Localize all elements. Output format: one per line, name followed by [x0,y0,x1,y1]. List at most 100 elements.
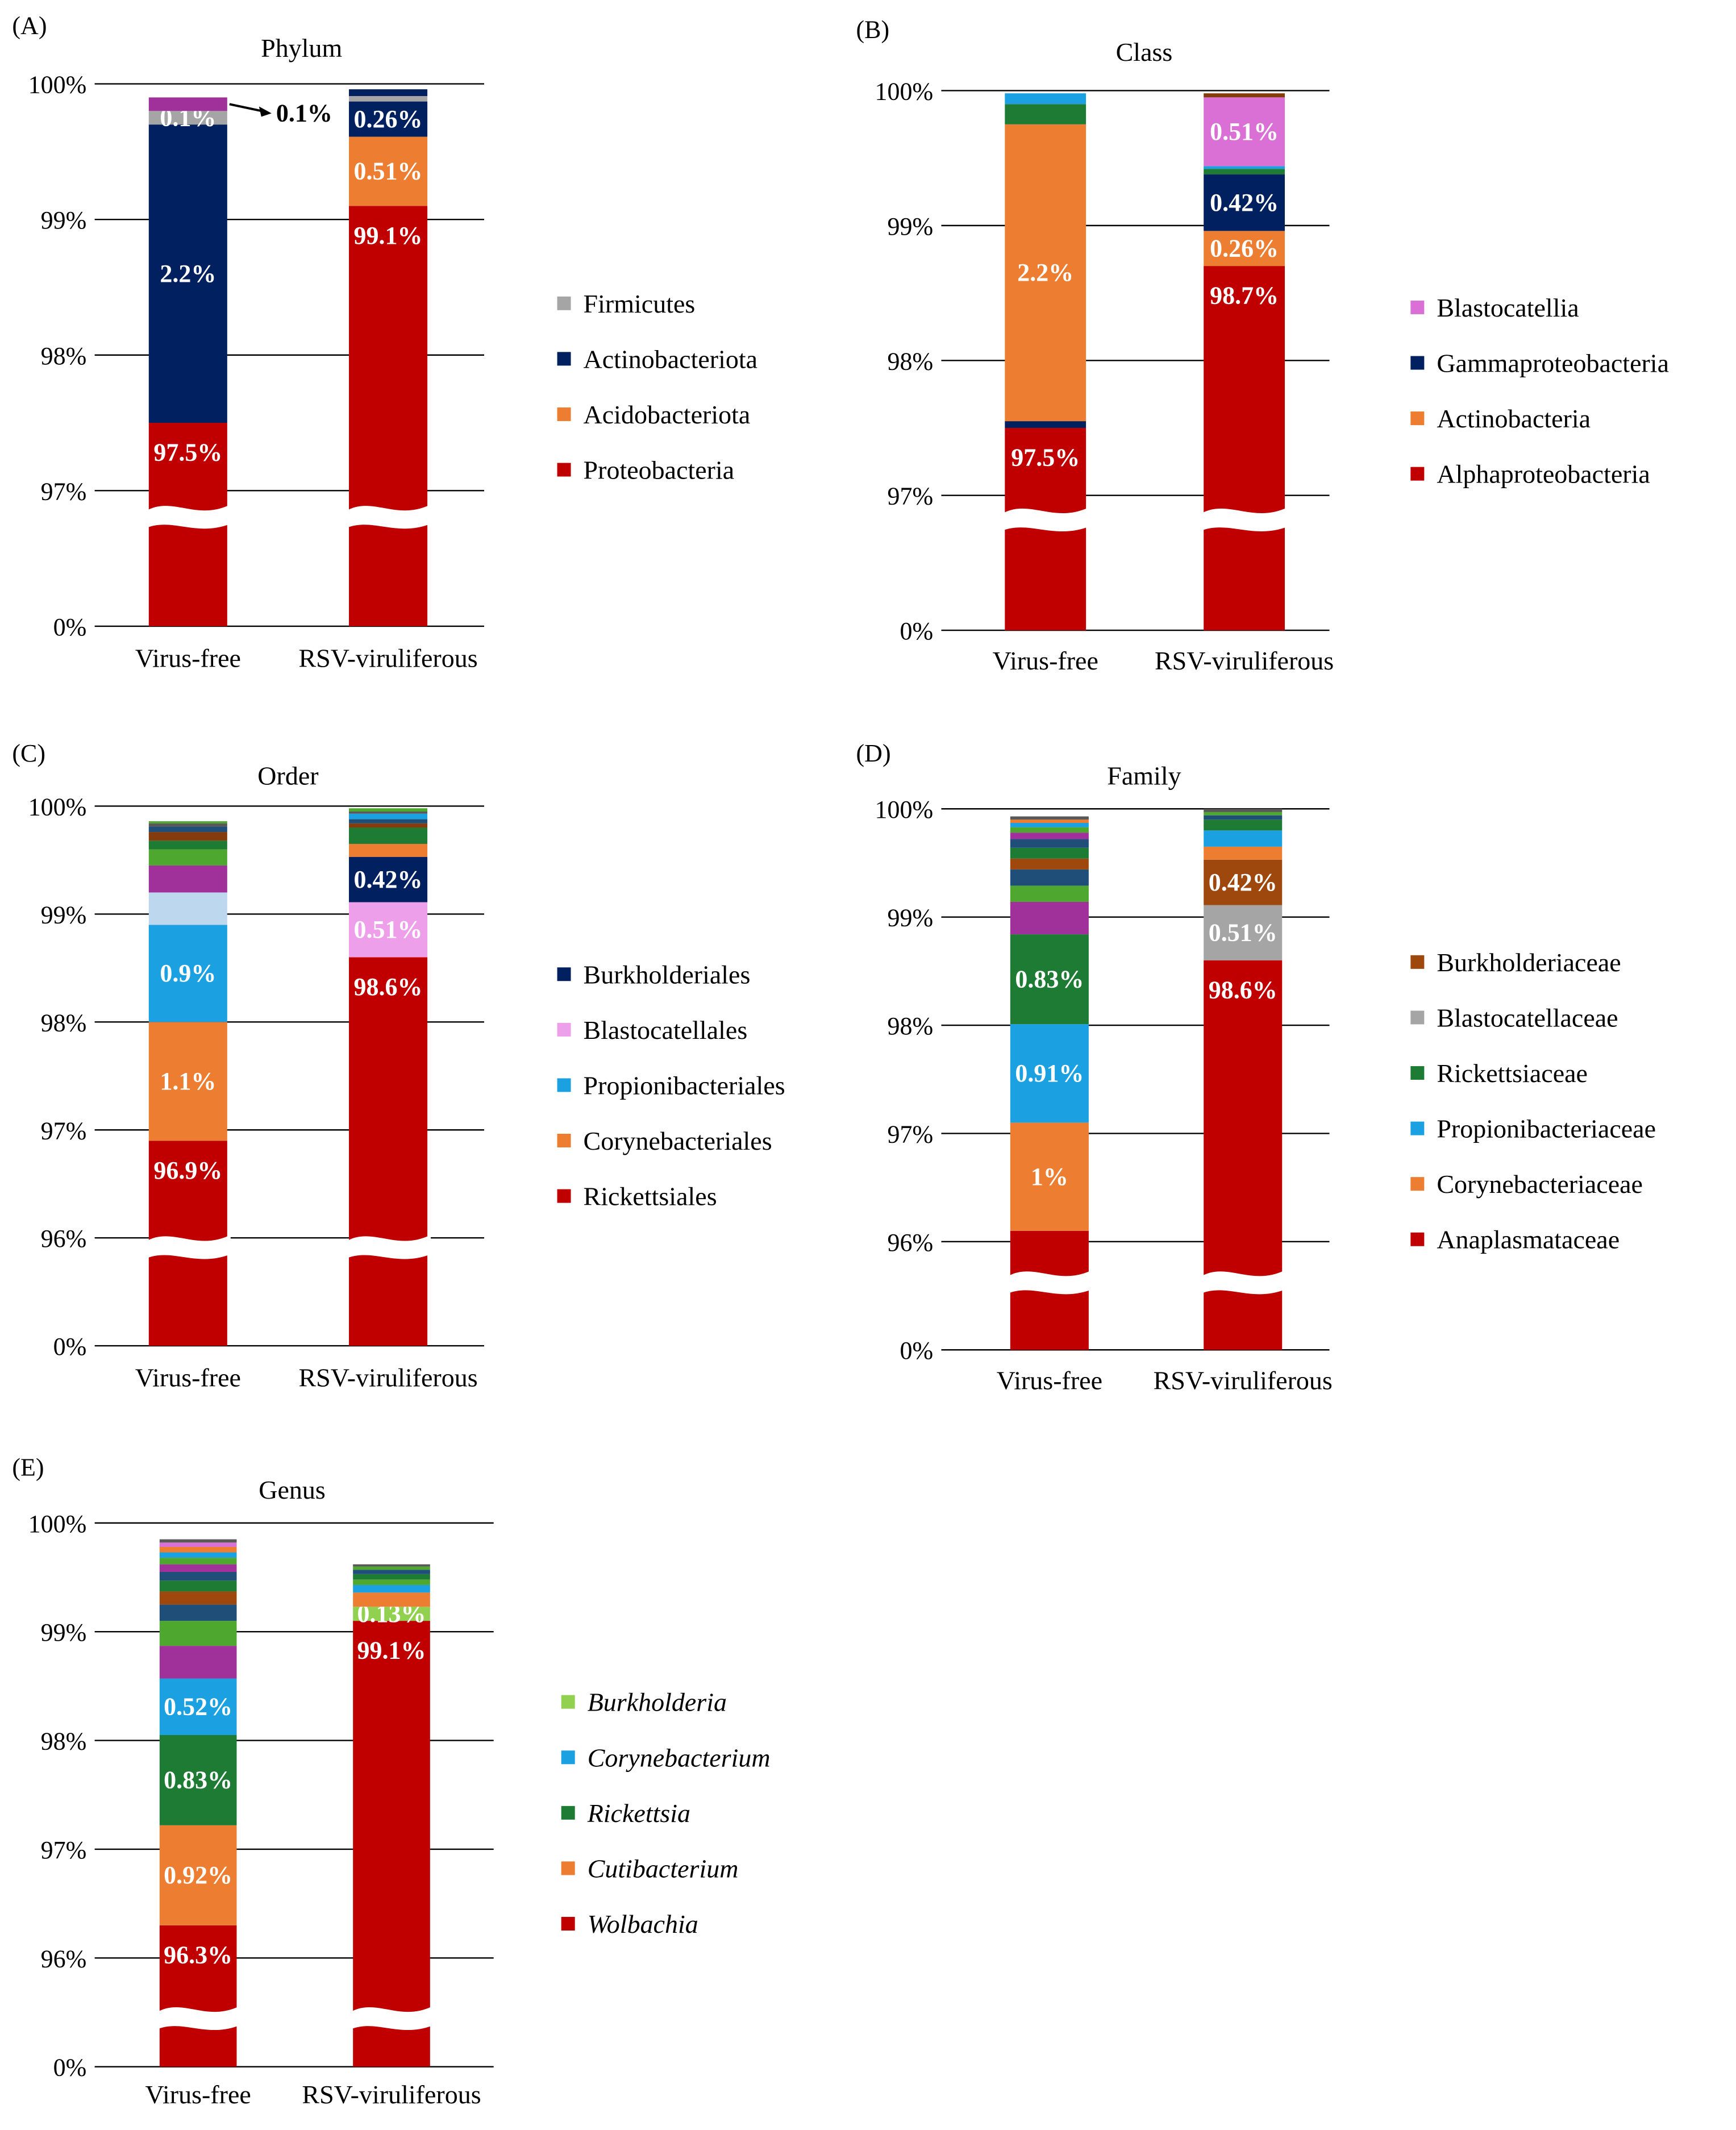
bar-segment [159,1571,237,1581]
data-label: 2.2% [1017,259,1073,286]
legend-label: Blastocatellales [584,1016,748,1045]
legend-swatch [557,1189,571,1203]
legend-label: Corynebacterium [588,1743,771,1772]
panel-letter: (B) [856,16,890,44]
legend-swatch [561,1695,575,1709]
bar-segment [1010,869,1089,886]
y-tick-label: 97% [41,1117,87,1145]
bar-segment [1204,830,1283,847]
data-label: 99.1% [357,1637,426,1665]
bar-segment [1010,885,1089,902]
legend-label: Actinobacteriota [584,344,758,373]
legend-label: Corynebacteriales [584,1126,772,1155]
bar-segment [1010,819,1089,823]
bar-segment [349,89,428,97]
bar-segment [349,136,428,206]
bar-segment [353,1579,430,1585]
y-tick-label: 100% [28,1510,87,1538]
legend-swatch [557,967,571,981]
legend-label: Cutibacterium [588,1854,739,1883]
bar-segment [1204,97,1285,167]
bar-segment [1010,827,1089,833]
legend-label: Gammaproteobacteria [1437,349,1669,378]
bar-segment [148,849,227,866]
bar-segment [148,826,227,833]
legend-label: Blastocatellaceae [1437,1003,1618,1032]
bar-segment [353,1592,430,1607]
panel-title: Genus [259,1475,326,1504]
data-label: 0.51% [354,157,423,185]
legend-label: Corynebacteriaceae [1437,1170,1643,1199]
bar-segment [159,1925,237,2067]
bar-segment [148,841,227,850]
y-tick-label: 98% [888,1012,934,1040]
legend-label: Firmicutes [584,289,696,318]
y-tick-label: 0% [53,613,87,641]
bar-segment [159,1825,237,1925]
data-label: 98.6% [1209,976,1277,1004]
legend-swatch [1410,411,1425,426]
y-tick-label: 0% [53,1333,87,1361]
bar-segment [1010,1122,1089,1231]
bar-segment [1204,815,1283,820]
bar-segment [349,819,428,823]
y-tick-label: 96% [41,1945,87,1973]
axis-break [145,504,231,529]
data-label: 98.6% [354,973,423,1001]
data-label: 0.42% [1210,189,1279,217]
bar-segment [148,111,227,125]
bar-segment [1204,266,1285,631]
y-tick-label: 96% [41,1225,87,1253]
bar-segment [1010,934,1089,1025]
bar-segment [1010,833,1089,839]
bar-segment [1204,846,1283,860]
bar-segment [1010,901,1089,935]
legend-label: Rickettsiales [584,1182,717,1211]
bar-segment [349,808,428,812]
y-tick-label: 98% [888,347,934,375]
y-tick-label: 98% [41,342,87,370]
y-tick-label: 100% [875,796,934,823]
y-tick-label: 0% [900,617,934,645]
data-label: 0.26% [354,105,423,133]
category-label: Virus-free [997,1366,1102,1395]
y-tick-label: 99% [888,213,934,240]
category-label: RSV-viruliferous [298,1363,477,1392]
y-tick-label: 97% [41,1836,87,1864]
data-label: 0.42% [1209,868,1277,896]
legend-swatch [561,1750,575,1765]
legend-swatch [1410,1177,1425,1191]
bar-segment [1204,169,1285,174]
legend-label: Wolbachia [588,1909,698,1938]
legend-label: Proteobacteria [584,456,735,485]
data-label: 98.7% [1210,282,1279,310]
bar-segment [1010,816,1089,820]
category-label: RSV-viruliferous [1155,646,1334,675]
bar-segment [349,902,428,958]
data-label: 2.2% [160,260,216,288]
legend-label: Rickettsiaceae [1437,1059,1588,1088]
bar-segment [148,865,227,893]
bar-segment [1010,847,1089,859]
data-label: 1% [1031,1163,1068,1191]
legend-swatch [557,352,571,366]
bar-segment [159,1580,237,1592]
data-label: 99.1% [354,222,423,249]
bar-segment [349,823,428,828]
legend-swatch [557,1022,571,1037]
y-tick-label: 0% [900,1337,934,1364]
legend-swatch [1410,955,1425,969]
y-tick-label: 100% [875,77,934,105]
bar-segment [159,1591,237,1605]
bar-segment [159,1558,237,1565]
panel-title: Class [1116,38,1173,66]
legend-swatch [557,463,571,477]
bar-segment [1204,905,1283,960]
data-label: 0.51% [354,916,423,943]
legend-swatch [561,1805,575,1820]
bar-segment [1204,819,1283,831]
category-label: Virus-free [135,1363,241,1392]
data-label: 96.9% [153,1156,222,1184]
bar-segment [159,1604,237,1621]
